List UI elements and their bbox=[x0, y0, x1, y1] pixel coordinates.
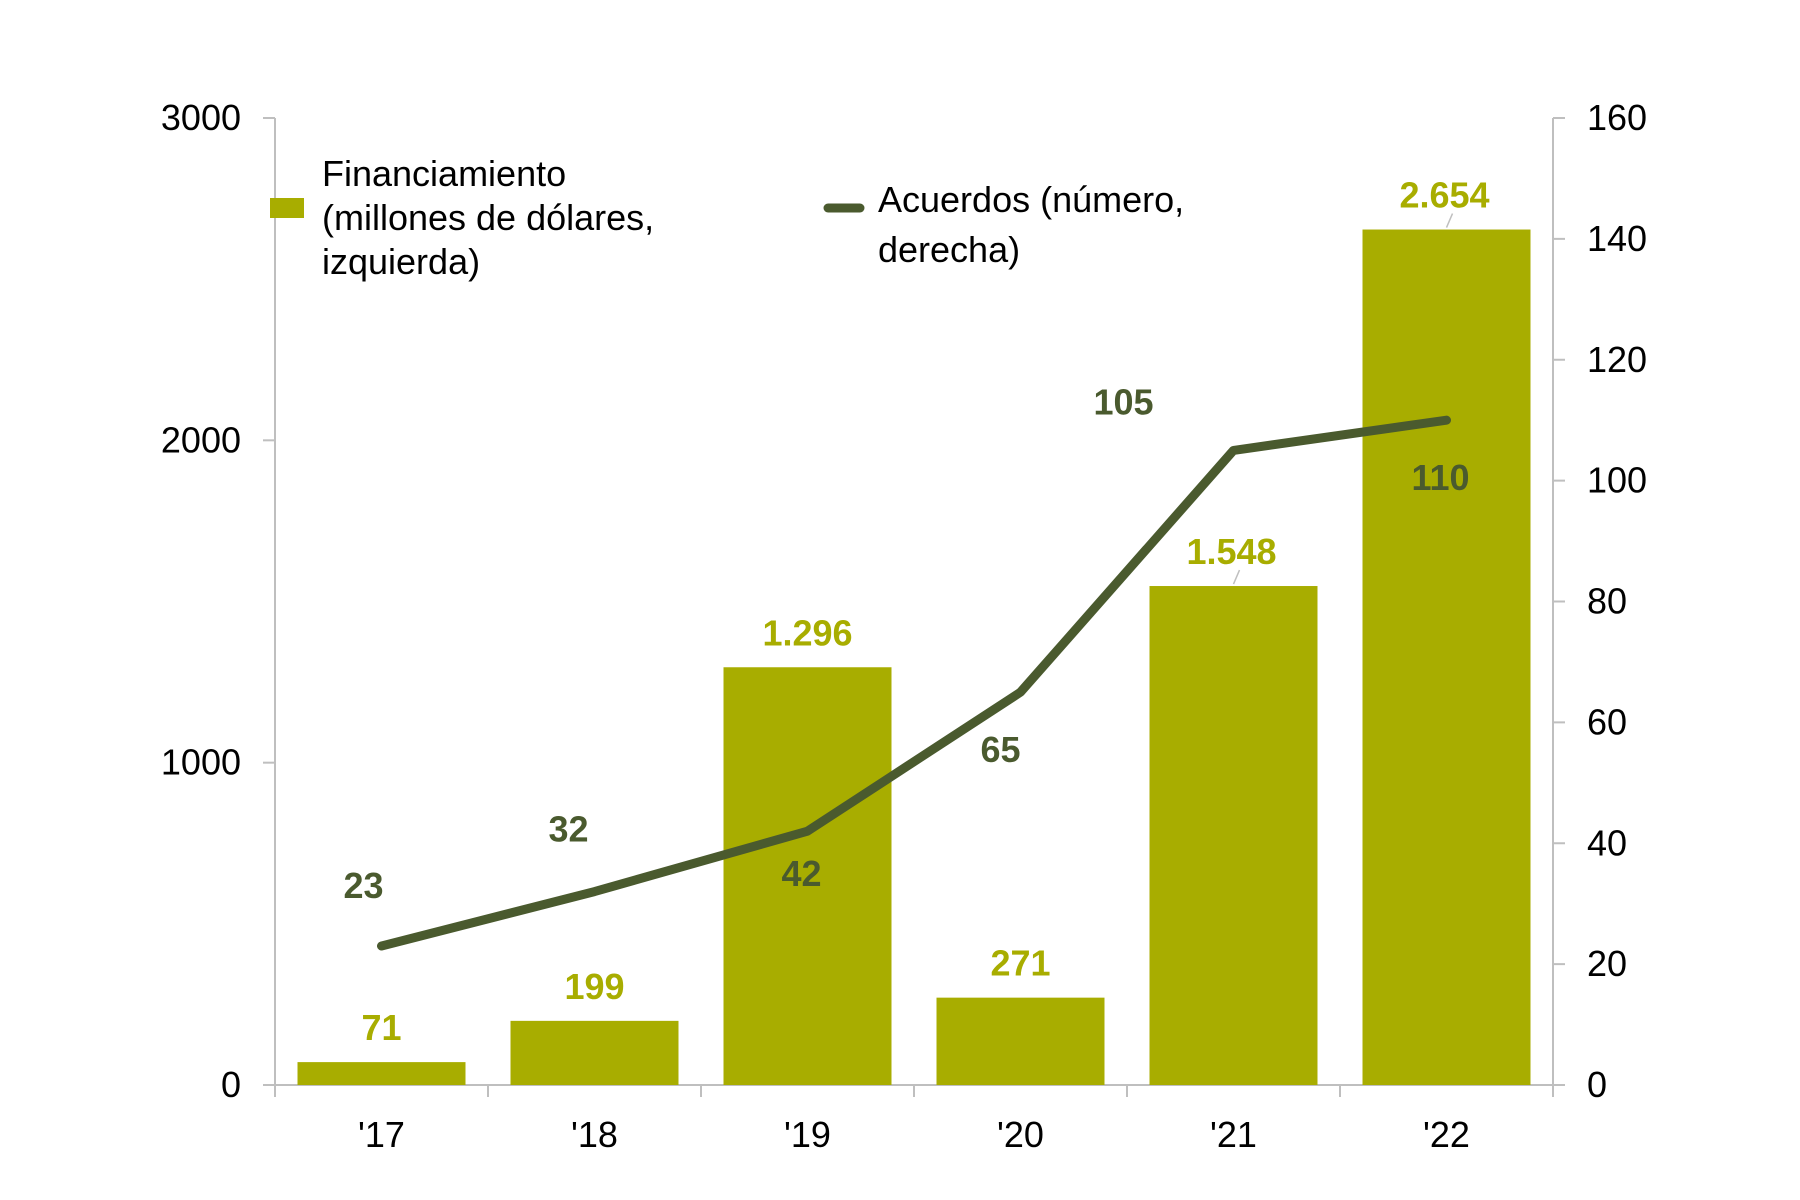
right-tick-label: 160 bbox=[1587, 97, 1647, 138]
legend-label-line-text: izquierda) bbox=[322, 241, 480, 282]
left-tick-label: 3000 bbox=[161, 97, 241, 138]
x-tick-label: '18 bbox=[571, 1114, 618, 1155]
bar bbox=[1362, 229, 1531, 1085]
line-value-label: 105 bbox=[1093, 381, 1153, 422]
x-tick-label: '17 bbox=[358, 1114, 405, 1155]
right-tick-label: 60 bbox=[1587, 701, 1627, 742]
legend-label-bars: Financiamiento (millones de dólares, izqui… bbox=[322, 153, 654, 282]
x-tick-label: '19 bbox=[784, 1114, 831, 1155]
bar-value-label: 199 bbox=[564, 966, 624, 1007]
line-value-label: 23 bbox=[343, 865, 383, 906]
right-tick-label: 0 bbox=[1587, 1064, 1607, 1105]
right-tick-label: 40 bbox=[1587, 822, 1627, 863]
bar-value-label: 1.548 bbox=[1186, 531, 1276, 572]
line-value-label: 65 bbox=[980, 729, 1020, 770]
line-value-label: 110 bbox=[1411, 457, 1469, 498]
axes: 0 1000 2000 3000 0 20 40 60 80 100 120 140 160 '17 '18… bbox=[161, 97, 1647, 1155]
bar-label-leader bbox=[1232, 569, 1241, 585]
bar bbox=[1149, 586, 1318, 1085]
legend-swatch-bars bbox=[270, 198, 304, 218]
bar-label-leader bbox=[1445, 213, 1454, 228]
line-path bbox=[377, 415, 1451, 951]
line-series bbox=[377, 415, 1451, 951]
bar bbox=[936, 997, 1105, 1085]
bar-value-label: 271 bbox=[990, 943, 1050, 984]
bar-value-label: 71 bbox=[361, 1007, 401, 1048]
legend-label-line: Acuerdos (número, derecha) bbox=[878, 179, 1184, 270]
bar bbox=[510, 1020, 679, 1085]
x-tick-label: '22 bbox=[1423, 1114, 1470, 1155]
legend-label-line-text: Acuerdos (número, bbox=[878, 179, 1184, 220]
right-tick-label: 120 bbox=[1587, 339, 1647, 380]
bar bbox=[297, 1062, 466, 1085]
legend-label-line-text: derecha) bbox=[878, 229, 1020, 270]
bar bbox=[723, 667, 892, 1085]
line-value-label: 42 bbox=[781, 853, 821, 894]
x-tick-label: '20 bbox=[997, 1114, 1044, 1155]
right-tick-label: 140 bbox=[1587, 218, 1647, 259]
right-tick-label: 100 bbox=[1587, 460, 1647, 501]
bar-value-label: 1.296 bbox=[762, 612, 852, 653]
left-tick-label: 2000 bbox=[161, 419, 241, 460]
bars bbox=[297, 229, 1531, 1085]
left-tick-label: 1000 bbox=[161, 742, 241, 783]
data-labels: 71 199 1.296 271 1.548 2.654 23 32 42 65 105 110 bbox=[343, 175, 1489, 1049]
bar-value-label: 2.654 bbox=[1399, 175, 1489, 216]
right-tick-label: 80 bbox=[1587, 581, 1627, 622]
legend: Financiamiento (millones de dólares, izqui… bbox=[270, 153, 1184, 282]
left-tick-label: 0 bbox=[221, 1064, 241, 1105]
legend-label-line-text: (millones de dólares, bbox=[322, 197, 654, 238]
right-tick-label: 20 bbox=[1587, 943, 1627, 984]
legend-label-line-text: Financiamiento bbox=[322, 153, 566, 194]
line-value-label: 32 bbox=[548, 809, 588, 850]
x-tick-label: '21 bbox=[1210, 1114, 1257, 1155]
